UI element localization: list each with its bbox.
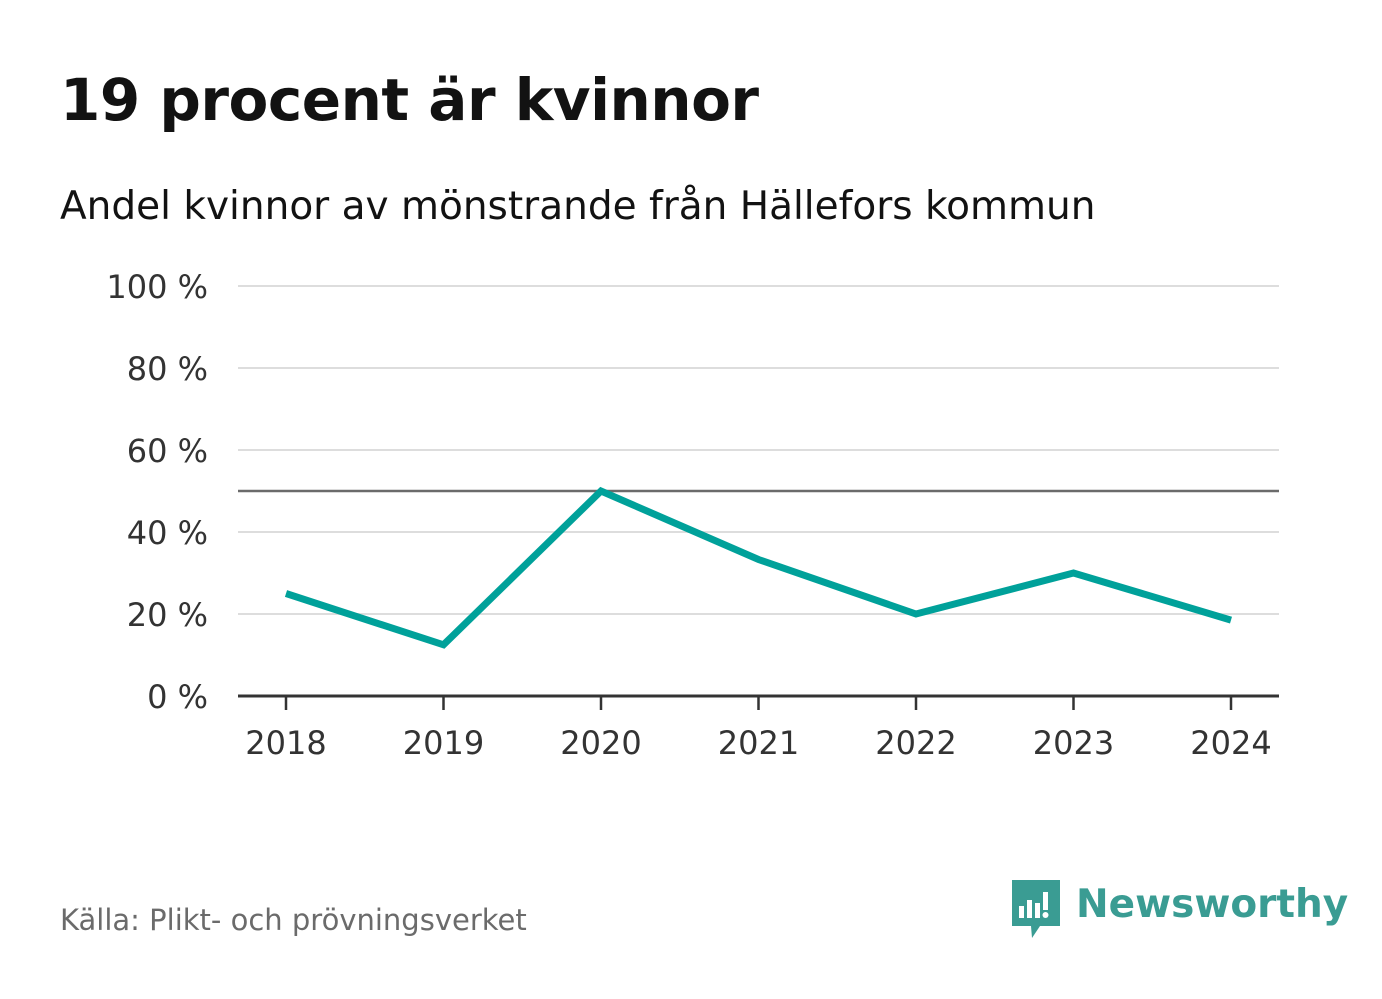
- source-note: Källa: Plikt- och prövningsverket: [60, 903, 527, 937]
- x-tick-label: 2021: [718, 724, 799, 762]
- series-line: [284, 486, 1233, 649]
- x-tick-label: 2018: [245, 724, 326, 762]
- x-tick-label: 2022: [875, 724, 956, 762]
- y-tick-label: 60 %: [127, 432, 208, 470]
- newsworthy-logo-icon: [1012, 880, 1060, 938]
- grid-lines: [238, 285, 1279, 615]
- brand-name: Newsworthy: [1076, 882, 1349, 927]
- logo-bar-4: [1043, 892, 1048, 910]
- x-tick-label: 2024: [1190, 724, 1271, 762]
- chart-title: 19 procent är kvinnor: [60, 66, 759, 134]
- y-tick-label: 80 %: [127, 350, 208, 388]
- logo-dot: [1042, 912, 1049, 918]
- y-axis-tick-labels: 0 % 20 % 40 % 60 % 80 % 100 %: [106, 268, 208, 716]
- x-tick-label: 2019: [403, 724, 484, 762]
- y-tick-label: 40 %: [127, 514, 208, 552]
- y-tick-label: 20 %: [127, 596, 208, 634]
- logo-bar-3: [1035, 903, 1040, 918]
- x-tick-label: 2023: [1033, 724, 1114, 762]
- line-chart: 0 % 20 % 40 % 60 % 80 % 100 % 2018 2019 2020 202…: [106, 268, 1279, 762]
- y-tick-label: 100 %: [106, 268, 208, 306]
- brand-logo: Newsworthy: [1010, 878, 1348, 942]
- x-axis-tick-labels: 2018 2019 2020 2021 2022 2023 2024: [245, 724, 1271, 762]
- logo-bar-2: [1027, 900, 1032, 918]
- chart-subtitle: Andel kvinnor av mönstrande från Hällefo…: [60, 184, 1096, 229]
- logo-bar-1: [1019, 906, 1024, 918]
- x-axis: [238, 694, 1279, 710]
- y-tick-label: 0 %: [147, 678, 208, 716]
- x-tick-label: 2020: [560, 724, 641, 762]
- series-group: [284, 486, 1233, 649]
